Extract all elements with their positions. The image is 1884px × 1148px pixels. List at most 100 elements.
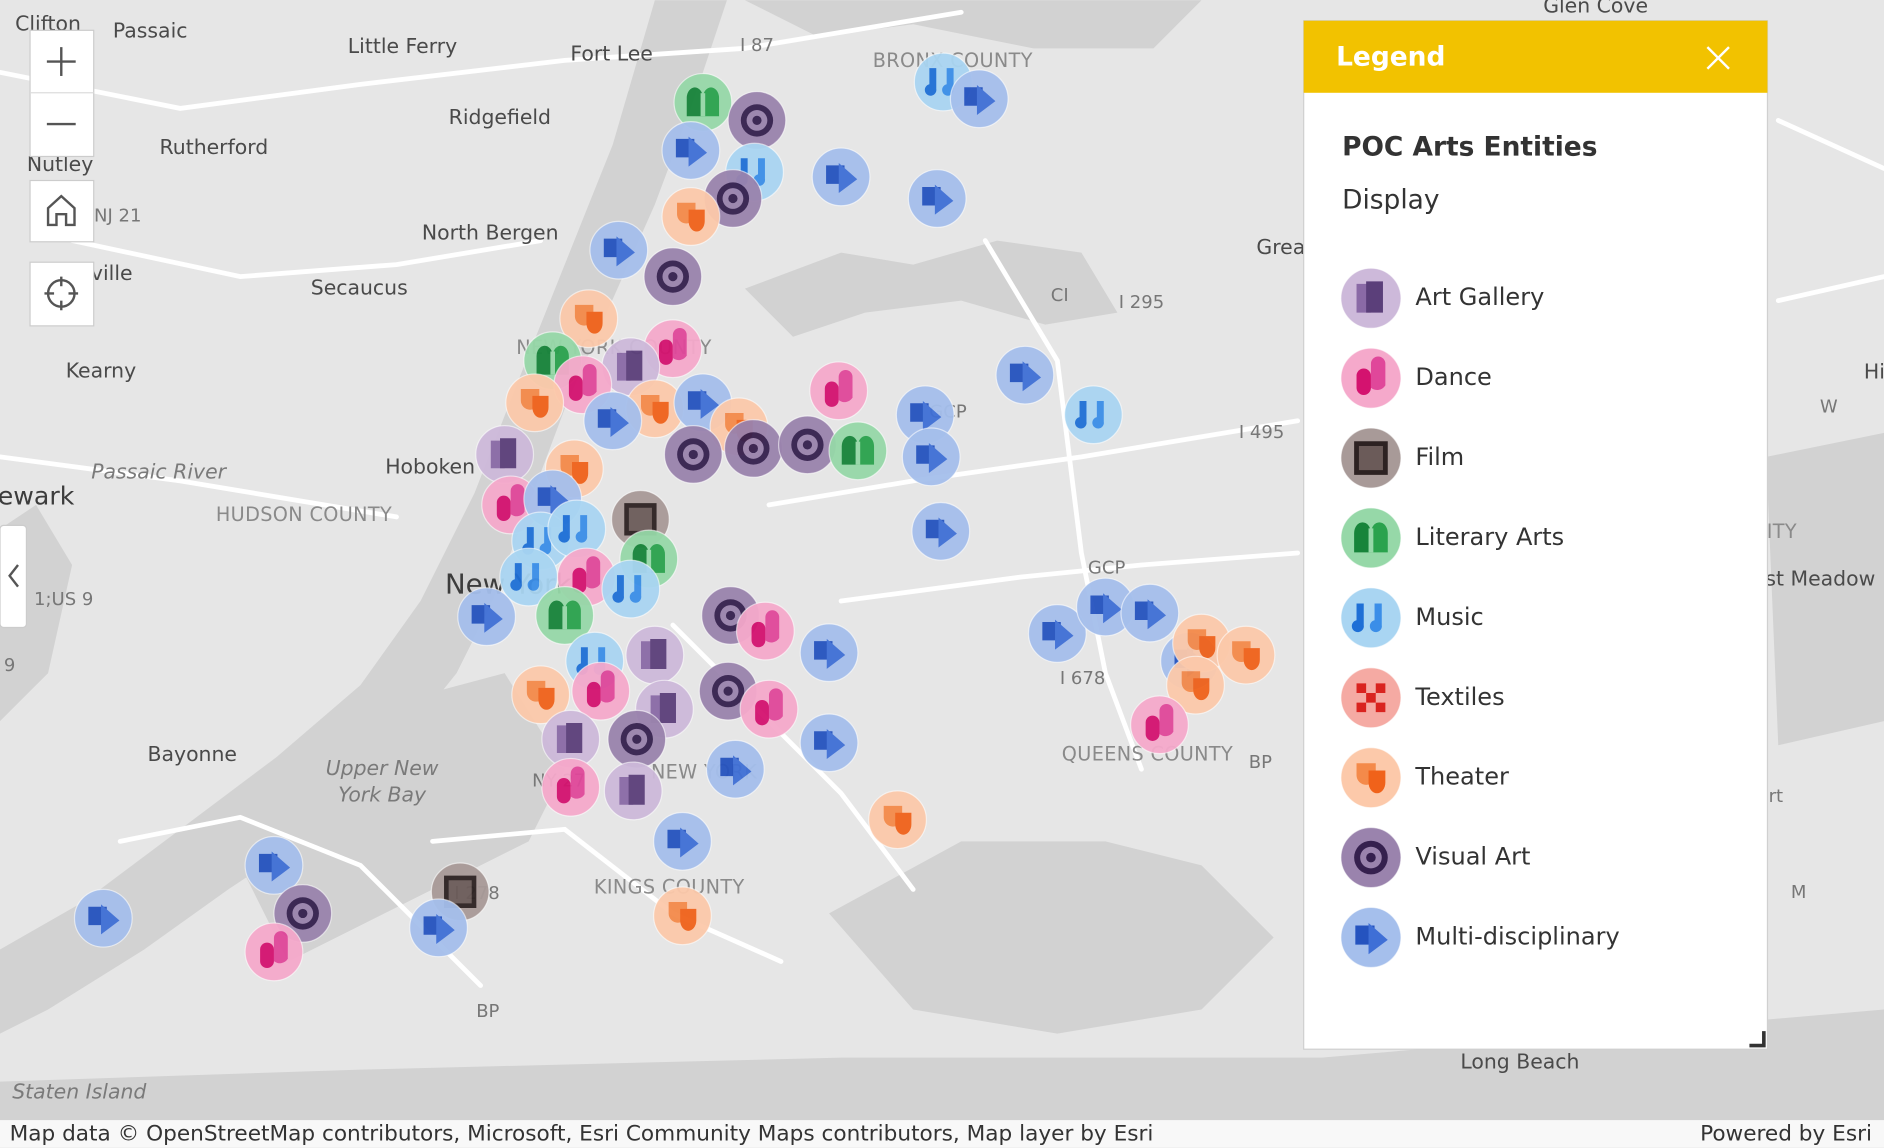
- map-marker[interactable]: [1027, 604, 1087, 663]
- map-marker[interactable]: [589, 220, 649, 280]
- map-marker[interactable]: [723, 419, 783, 478]
- marker-glyph: [448, 880, 472, 904]
- marker-glyph: [733, 755, 752, 786]
- map-marker[interactable]: [547, 499, 607, 559]
- map-marker[interactable]: [809, 361, 869, 421]
- zoom-in[interactable]: [46, 47, 76, 76]
- map-marker[interactable]: [541, 757, 601, 817]
- marker-glyph: [260, 942, 274, 969]
- map-marker[interactable]: [1130, 695, 1189, 755]
- marker-glyph: [626, 350, 643, 381]
- marker-glyph: [1354, 840, 1388, 875]
- map-marker[interactable]: [583, 391, 643, 451]
- map-marker[interactable]: [505, 373, 565, 433]
- marker-glyph: [586, 311, 603, 334]
- map-marker[interactable]: [777, 415, 837, 475]
- marker-glyph: [612, 575, 624, 603]
- map-marker[interactable]: [625, 625, 685, 685]
- map-marker[interactable]: [1120, 583, 1180, 643]
- map-marker[interactable]: [1075, 577, 1135, 637]
- marker-glyph: [791, 428, 824, 461]
- collapse-tab[interactable]: [0, 524, 28, 629]
- marker-glyph: [496, 495, 511, 522]
- marker-glyph: [826, 638, 846, 669]
- map-marker[interactable]: [607, 709, 667, 769]
- home-button[interactable]: [29, 179, 95, 243]
- marker-glyph: [572, 461, 589, 484]
- map-marker[interactable]: [409, 898, 468, 958]
- marker-glyph: [934, 184, 954, 215]
- map-marker[interactable]: [907, 169, 967, 228]
- map-marker[interactable]: [949, 69, 1009, 129]
- marker-glyph: [1193, 678, 1210, 701]
- map-marker[interactable]: [799, 713, 859, 773]
- marker-glyph: [610, 406, 629, 437]
- map-marker[interactable]: [244, 835, 304, 895]
- map-marker[interactable]: [535, 586, 595, 645]
- map-marker[interactable]: [799, 623, 859, 683]
- place-label: Bayonne: [147, 742, 236, 766]
- map-marker[interactable]: [541, 709, 601, 769]
- resize-handle: [1749, 1031, 1766, 1048]
- marker-glyph: [527, 563, 540, 591]
- map-marker[interactable]: [811, 147, 871, 207]
- marker-glyph: [1199, 636, 1216, 659]
- legend-item: Theater: [1340, 747, 1509, 809]
- map-marker[interactable]: [828, 421, 888, 481]
- place-label: I 678: [1060, 668, 1105, 689]
- map-marker[interactable]: [661, 121, 721, 180]
- map-marker[interactable]: [601, 559, 661, 619]
- map-marker[interactable]: [1166, 655, 1225, 715]
- marker-glyph: [538, 687, 555, 710]
- marker-glyph: [751, 621, 766, 648]
- legend-label: Dance: [1415, 363, 1491, 391]
- place-label: W: [1820, 397, 1838, 418]
- legend-item: Visual Art: [1340, 826, 1530, 889]
- attribution-bar: [0, 1120, 1884, 1148]
- map-marker[interactable]: [901, 427, 961, 487]
- marker-glyph: [824, 381, 839, 407]
- close-button[interactable]: [1706, 46, 1730, 70]
- map-marker[interactable]: [610, 489, 670, 549]
- map-marker[interactable]: [739, 679, 799, 739]
- place-label: Rutherford: [160, 135, 269, 159]
- marker-glyph: [702, 87, 720, 117]
- map-marker[interactable]: [727, 90, 787, 150]
- map-marker[interactable]: [571, 661, 631, 721]
- marker-glyph: [677, 438, 710, 471]
- map-marker[interactable]: [244, 922, 304, 982]
- map-marker[interactable]: [559, 289, 619, 349]
- map-marker[interactable]: [603, 761, 663, 821]
- map-marker[interactable]: [911, 501, 971, 561]
- locate-button[interactable]: [29, 261, 95, 327]
- map-marker[interactable]: [653, 811, 712, 871]
- map-marker[interactable]: [705, 739, 765, 799]
- map-marker[interactable]: [735, 601, 795, 661]
- place-label: Long Beach: [1460, 1049, 1579, 1073]
- map-marker[interactable]: [457, 587, 517, 647]
- marker-glyph: [1368, 770, 1386, 794]
- map-marker[interactable]: [673, 72, 733, 132]
- map-marker[interactable]: [663, 425, 723, 484]
- map-marker[interactable]: [499, 547, 559, 607]
- map-marker[interactable]: [1063, 385, 1123, 445]
- powered-by[interactable]: Powered by Esri: [1700, 1122, 1872, 1147]
- map-marker[interactable]: [73, 888, 133, 948]
- map-marker[interactable]: [653, 886, 712, 946]
- marker-glyph: [838, 163, 858, 194]
- map-marker[interactable]: [661, 187, 721, 246]
- marker-glyph: [582, 363, 597, 397]
- map-marker[interactable]: [475, 425, 535, 484]
- map-marker[interactable]: [995, 345, 1055, 405]
- marker-glyph: [841, 435, 858, 465]
- place-label: QUEENS COUNTY: [1062, 742, 1233, 765]
- marker-glyph: [753, 158, 766, 186]
- marker-glyph: [586, 556, 601, 589]
- map-marker[interactable]: [643, 247, 703, 307]
- map-marker[interactable]: [511, 665, 571, 725]
- marker-glyph: [656, 260, 690, 293]
- map-marker[interactable]: [1216, 625, 1276, 685]
- marker-glyph: [700, 93, 706, 117]
- map-marker[interactable]: [868, 790, 927, 850]
